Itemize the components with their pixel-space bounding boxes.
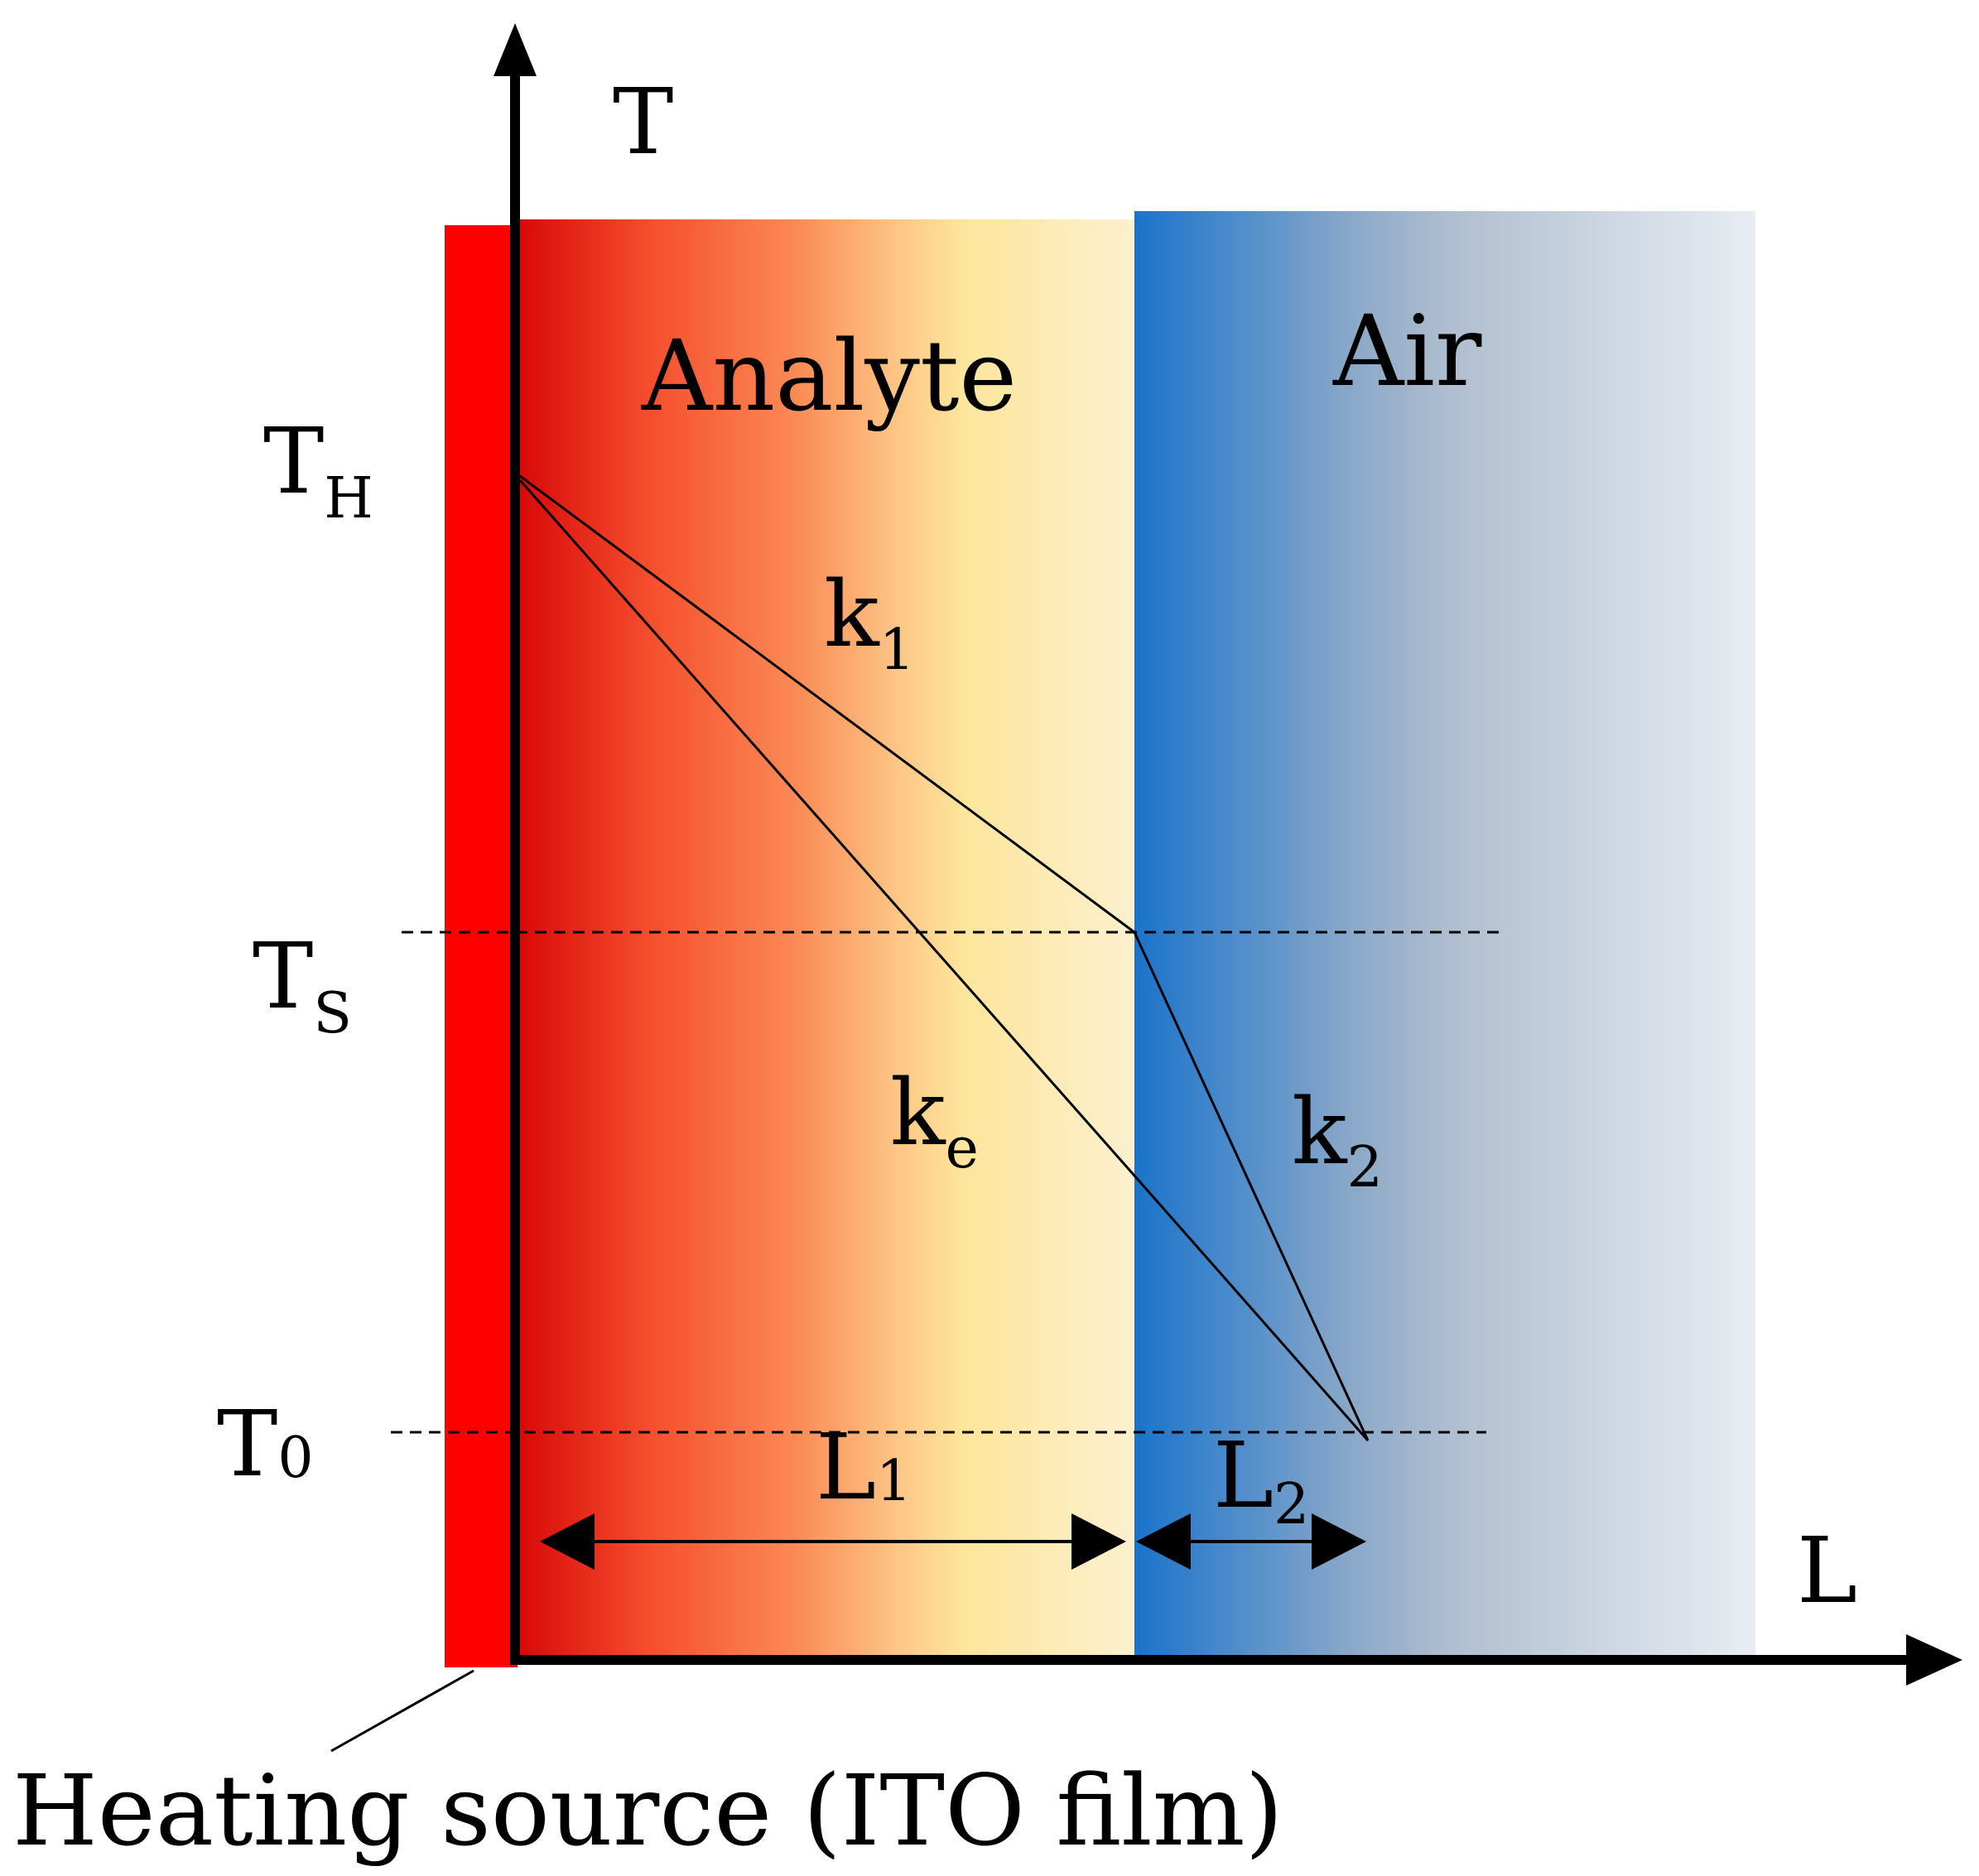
ts-label: TS — [253, 923, 352, 1046]
t0-label: T0 — [217, 1391, 314, 1497]
x-axis-arrowhead — [1906, 1634, 1962, 1686]
l2-label: L2 — [1213, 1422, 1309, 1537]
heating-source-bar — [445, 225, 518, 1667]
l2-right-arrowhead — [1312, 1513, 1366, 1570]
y-axis-arrowhead — [494, 23, 537, 76]
k1-k2-profile-line — [519, 474, 1370, 1441]
l1-left-arrowhead — [540, 1513, 595, 1570]
y-axis-label: T — [613, 69, 673, 175]
l1-right-arrowhead — [1071, 1513, 1126, 1570]
analyte-region — [518, 219, 1134, 1660]
k2-label: k2 — [1292, 1079, 1383, 1200]
heating-source-caption: Heating source (ITO film) — [12, 1753, 1283, 1868]
k1-label: k1 — [824, 561, 915, 683]
th-label: TH — [263, 408, 373, 532]
ke-profile-line — [518, 479, 1370, 1441]
analyte-label: Analyte — [641, 319, 1017, 433]
air-label: Air — [1332, 294, 1482, 408]
air-region — [1134, 211, 1755, 1658]
caption-leader-line — [330, 1669, 474, 1753]
ke-label: ke — [890, 1060, 979, 1181]
l1-label: L1 — [816, 1414, 912, 1520]
l2-left-arrowhead — [1136, 1513, 1191, 1570]
x-axis-label: L — [1797, 1518, 1857, 1623]
